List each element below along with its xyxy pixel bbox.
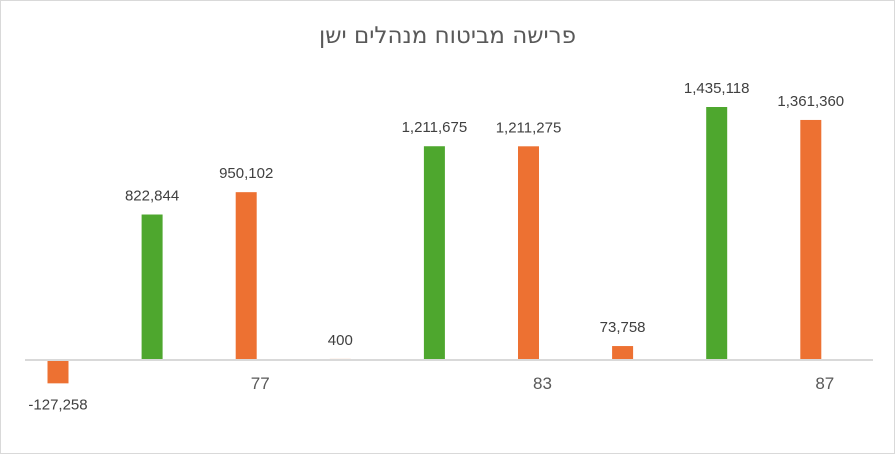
- data-label: 1,211,675: [402, 119, 468, 136]
- bar-orange: [47, 361, 69, 384]
- data-label: 950,102: [219, 165, 273, 182]
- data-label: 1,435,118: [684, 80, 750, 97]
- bar-orange: [235, 192, 257, 359]
- x-tick-label: 87: [815, 374, 834, 393]
- chart-title: פרישה מביטוח מנהלים ישן: [318, 23, 577, 49]
- data-label: 1,211,275: [496, 119, 562, 136]
- bar-green: [423, 146, 445, 359]
- bar-orange: [518, 146, 539, 359]
- bar-green: [706, 107, 728, 359]
- bar-orange: [800, 119, 822, 359]
- bar-orange: [612, 346, 634, 359]
- x-tick-label: 83: [533, 374, 552, 393]
- data-label: 73,758: [600, 319, 646, 336]
- data-label: 822,844: [125, 188, 179, 205]
- data-label: 1,361,360: [777, 93, 844, 110]
- x-tick-label: 77: [251, 374, 270, 393]
- data-label: 400: [328, 332, 353, 349]
- bar-green: [141, 214, 163, 359]
- data-label: -127,258: [28, 396, 87, 413]
